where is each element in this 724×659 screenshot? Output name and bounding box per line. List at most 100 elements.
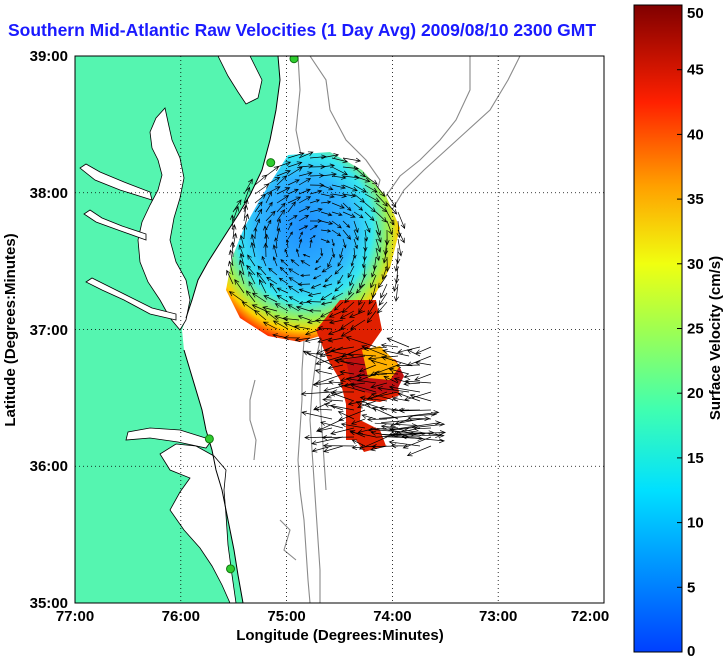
- velocity-arrow: [285, 238, 289, 249]
- x-tick-label: 76:00: [162, 608, 200, 625]
- velocity-arrow: [298, 214, 310, 222]
- velocity-arrow: [393, 283, 399, 302]
- colorbar-tick-label: 25: [687, 321, 704, 338]
- velocity-arrow: [341, 301, 355, 314]
- velocity-arrow: [334, 283, 344, 292]
- velocity-arrow: [242, 224, 248, 240]
- velocity-arrow: [266, 276, 278, 285]
- velocity-arrow: [323, 402, 344, 411]
- velocity-arrow: [331, 202, 345, 209]
- velocity-arrow: [347, 400, 366, 406]
- velocity-arrow: [372, 429, 426, 437]
- velocity-arrow: [297, 282, 311, 287]
- velocity-arrow: [321, 435, 355, 441]
- velocity-arrow: [259, 278, 267, 294]
- velocity-arrow: [262, 321, 278, 330]
- velocity-arrow: [287, 201, 296, 213]
- velocity-arrow: [293, 324, 311, 330]
- velocity-arrow: [254, 201, 263, 213]
- x-axis: 77:00 76:00 75:00 74:00 73:00 72:00 Long…: [56, 608, 609, 644]
- velocity-arrow: [353, 229, 359, 241]
- velocity-arrow: [363, 238, 368, 252]
- colorbar-tick-label: 0: [687, 643, 695, 659]
- velocity-arrow: [353, 238, 358, 250]
- velocity-arrow: [320, 184, 334, 191]
- x-tick-label: 74:00: [373, 608, 411, 625]
- velocity-arrow: [261, 255, 267, 267]
- velocity-arrow: [342, 229, 352, 240]
- velocity-arrow: [297, 315, 311, 321]
- velocity-arrow: [368, 292, 377, 305]
- velocity-arrow: [298, 196, 312, 204]
- velocity-arrow: [312, 274, 322, 280]
- velocity-arrow: [254, 193, 267, 204]
- velocity-arrow: [342, 193, 357, 198]
- velocity-arrow: [298, 238, 303, 249]
- velocity-arrow: [406, 349, 421, 357]
- velocity-arrow: [386, 337, 410, 348]
- colorbar-tick-label: 40: [687, 126, 704, 143]
- velocity-arrow: [409, 393, 432, 402]
- velocity-arrow: [243, 178, 253, 195]
- velocity-arrow: [381, 416, 431, 423]
- velocity-arrow: [325, 391, 344, 399]
- velocity-arrow: [404, 378, 432, 384]
- velocity-arrow: [340, 373, 366, 383]
- velocity-arrow: [340, 319, 355, 330]
- velocity-arrow: [263, 242, 269, 258]
- velocity-arrow: [364, 202, 377, 213]
- velocity-arrow: [365, 402, 388, 411]
- velocity-arrow: [315, 355, 344, 366]
- velocity-arrow: [324, 274, 333, 283]
- velocity-arrow: [357, 427, 377, 434]
- delmarva-coast: [185, 56, 281, 319]
- james-river: [85, 277, 177, 321]
- velocity-arrow: [375, 430, 435, 438]
- velocity-arrow: [377, 386, 410, 393]
- velocity-arrow: [254, 208, 263, 222]
- velocity-arrow: [279, 266, 289, 276]
- velocity-arrow: [375, 238, 382, 253]
- velocity-arrow: [358, 364, 377, 373]
- velocity-arrow: [276, 175, 288, 186]
- velocity-arrow: [238, 259, 245, 276]
- colorbar-tick-label: 30: [687, 256, 704, 273]
- velocity-arrow: [403, 373, 421, 379]
- velocity-arrow: [349, 430, 377, 438]
- delaware-bay: [217, 56, 263, 105]
- velocity-arrow: [323, 382, 355, 393]
- velocity-arrow: [298, 288, 311, 294]
- velocity-arrow: [384, 229, 390, 246]
- velocity-arrow: [380, 283, 388, 299]
- velocity-arrow: [287, 221, 293, 231]
- velocity-arrow: [364, 229, 369, 242]
- velocity-arrow: [284, 248, 289, 258]
- velocity-arrow: [367, 301, 377, 316]
- velocity-arrow: [309, 199, 320, 204]
- velocity-arrow: [375, 202, 388, 213]
- velocity-arrow: [329, 403, 355, 411]
- velocity-arrow: [353, 175, 371, 183]
- velocity-arrow: [313, 406, 333, 412]
- velocity-arrow: [226, 269, 234, 285]
- velocity-arrow: [243, 186, 251, 204]
- velocity-arrow: [415, 346, 432, 355]
- colorbar-tick-label: 10: [687, 515, 704, 532]
- velocity-arrow: [287, 215, 298, 222]
- velocity-arrow: [253, 227, 258, 240]
- velocity-arrow: [309, 154, 327, 160]
- velocity-arrow: [358, 301, 366, 314]
- velocity-arrow: [339, 247, 344, 259]
- y-tick-label: 38:00: [30, 185, 68, 202]
- velocity-arrow: [298, 178, 312, 186]
- velocity-arrow: [276, 169, 291, 177]
- velocity-arrow: [353, 211, 364, 219]
- velocity-arrow: [314, 317, 333, 323]
- velocity-arrow: [327, 337, 344, 343]
- velocity-arrow: [239, 252, 245, 267]
- velocity-arrow: [250, 241, 256, 258]
- y-tick-label: 36:00: [30, 458, 68, 475]
- velocity-arrow: [287, 231, 293, 240]
- velocity-arrow: [321, 265, 333, 273]
- velocity-arrow: [389, 421, 446, 431]
